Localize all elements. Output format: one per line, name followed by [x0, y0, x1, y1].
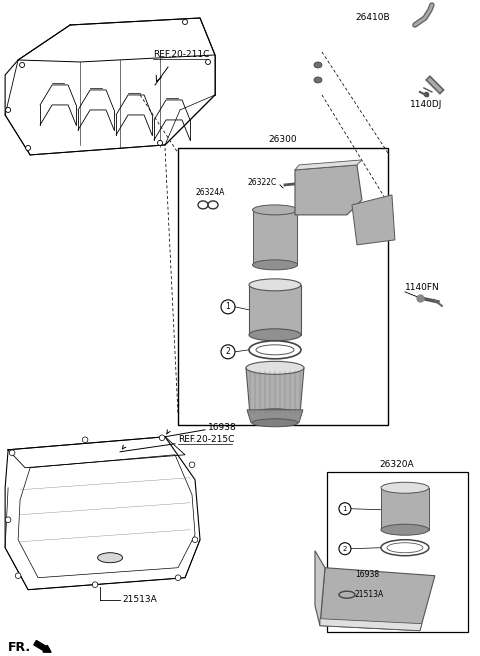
Circle shape: [189, 462, 195, 468]
Polygon shape: [246, 368, 304, 415]
Text: 1: 1: [343, 506, 347, 512]
Ellipse shape: [256, 345, 294, 355]
Ellipse shape: [381, 524, 429, 535]
Ellipse shape: [249, 341, 301, 359]
Circle shape: [25, 146, 31, 150]
FancyArrow shape: [34, 640, 51, 652]
Text: 26322C: 26322C: [248, 178, 277, 188]
Polygon shape: [320, 567, 435, 630]
Circle shape: [159, 435, 165, 441]
Text: 21513A: 21513A: [355, 590, 384, 599]
Ellipse shape: [387, 543, 423, 553]
Circle shape: [175, 575, 181, 581]
Ellipse shape: [249, 279, 301, 291]
Ellipse shape: [314, 62, 322, 68]
Circle shape: [221, 300, 235, 314]
Circle shape: [339, 543, 351, 555]
Ellipse shape: [252, 205, 298, 215]
Polygon shape: [247, 410, 303, 422]
Text: 2: 2: [226, 347, 230, 356]
Ellipse shape: [246, 361, 304, 375]
Circle shape: [6, 108, 11, 112]
Polygon shape: [352, 195, 395, 245]
Ellipse shape: [250, 409, 300, 420]
Circle shape: [182, 20, 188, 24]
Text: 26323C: 26323C: [295, 178, 324, 188]
Polygon shape: [320, 619, 422, 630]
Text: 1140DJ: 1140DJ: [410, 100, 442, 110]
Ellipse shape: [381, 482, 429, 493]
Circle shape: [82, 437, 88, 443]
Text: 26320A: 26320A: [380, 461, 414, 469]
Text: 26410B: 26410B: [355, 14, 390, 22]
Text: REF.20-215C: REF.20-215C: [178, 436, 234, 444]
Ellipse shape: [381, 540, 429, 556]
Bar: [327, 472, 468, 632]
Circle shape: [9, 450, 15, 455]
Polygon shape: [295, 165, 362, 215]
Text: 2: 2: [343, 546, 347, 552]
Ellipse shape: [252, 260, 298, 270]
Text: 26324A: 26324A: [195, 188, 224, 197]
Ellipse shape: [314, 77, 322, 83]
Circle shape: [5, 517, 11, 523]
Text: 26300: 26300: [269, 135, 297, 144]
Polygon shape: [295, 160, 362, 170]
Polygon shape: [253, 210, 297, 265]
Text: 1140FN: 1140FN: [405, 283, 440, 293]
Circle shape: [157, 140, 163, 146]
Bar: [178, 148, 388, 425]
Circle shape: [205, 60, 211, 64]
Text: 21513A: 21513A: [122, 595, 157, 604]
Ellipse shape: [249, 329, 301, 341]
Text: 16938: 16938: [355, 570, 379, 579]
Text: REF.20-211C: REF.20-211C: [153, 51, 209, 60]
Circle shape: [339, 502, 351, 515]
Polygon shape: [249, 285, 301, 335]
Circle shape: [20, 62, 24, 68]
Circle shape: [15, 573, 21, 579]
Text: 16938: 16938: [208, 423, 237, 432]
Polygon shape: [381, 488, 429, 530]
Circle shape: [192, 537, 198, 543]
Ellipse shape: [97, 553, 122, 563]
Text: FR.: FR.: [8, 641, 31, 654]
Circle shape: [221, 345, 235, 359]
Text: 1: 1: [226, 302, 230, 312]
Ellipse shape: [252, 419, 298, 427]
Polygon shape: [315, 551, 325, 626]
Circle shape: [92, 582, 98, 588]
